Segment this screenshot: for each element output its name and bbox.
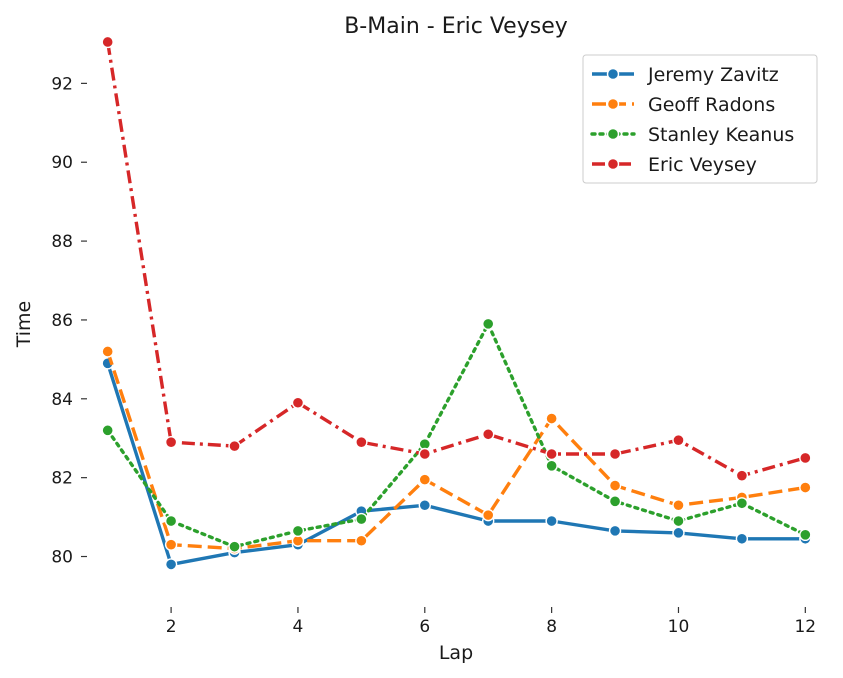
data-point bbox=[164, 435, 178, 449]
data-point bbox=[608, 524, 622, 538]
legend-label: Jeremy Zavitz bbox=[647, 64, 779, 86]
data-point bbox=[164, 514, 178, 528]
data-point bbox=[608, 495, 622, 508]
y-tick-label: 86 bbox=[51, 311, 73, 331]
data-point bbox=[228, 439, 241, 453]
data-point bbox=[799, 481, 812, 494]
data-point bbox=[418, 447, 431, 461]
data-point bbox=[545, 514, 558, 528]
data-point bbox=[291, 396, 305, 409]
data-point bbox=[735, 497, 749, 510]
legend-item: Geoff Radons bbox=[592, 94, 775, 116]
data-point bbox=[355, 534, 368, 547]
legend-swatch-marker bbox=[606, 67, 620, 81]
y-tick-label: 82 bbox=[51, 469, 73, 489]
x-tick-label: 2 bbox=[166, 617, 177, 637]
x-tick-label: 4 bbox=[293, 617, 304, 637]
y-tick-label: 88 bbox=[51, 232, 73, 252]
data-point bbox=[355, 435, 368, 449]
data-point bbox=[799, 451, 812, 465]
data-point bbox=[799, 528, 812, 542]
x-tick-label: 10 bbox=[668, 617, 690, 637]
data-point bbox=[735, 469, 749, 482]
legend-item: Stanley Keanus bbox=[590, 124, 794, 146]
series-line bbox=[106, 362, 806, 567]
data-point bbox=[482, 508, 495, 522]
data-point bbox=[672, 499, 685, 512]
data-point bbox=[164, 538, 178, 551]
data-point bbox=[608, 447, 622, 461]
data-point bbox=[545, 412, 558, 425]
series-line bbox=[105, 322, 807, 549]
data-point bbox=[228, 540, 241, 553]
data-point bbox=[291, 524, 305, 538]
data-point bbox=[418, 473, 431, 486]
x-axis-label: Lap bbox=[439, 642, 473, 664]
data-point bbox=[482, 317, 495, 331]
legend-label: Stanley Keanus bbox=[648, 124, 794, 146]
data-point bbox=[482, 428, 495, 441]
data-point bbox=[101, 345, 114, 358]
y-tick-label: 92 bbox=[51, 74, 73, 94]
legend-frame bbox=[582, 54, 818, 184]
data-point bbox=[735, 532, 749, 545]
data-point bbox=[355, 512, 368, 526]
legend-swatch-marker bbox=[606, 97, 620, 111]
legend: Jeremy Zavitz Geoff Radons Stanley Keanus E… bbox=[582, 54, 818, 184]
y-axis-label: Time bbox=[13, 301, 35, 349]
data-point bbox=[672, 514, 685, 528]
legend-item: Jeremy Zavitz bbox=[592, 64, 779, 86]
x-tick-label: 6 bbox=[419, 617, 430, 637]
x-tick-label: 8 bbox=[546, 617, 557, 637]
plot-area bbox=[101, 35, 812, 571]
x-tick-label: 12 bbox=[794, 617, 816, 637]
data-point bbox=[545, 459, 558, 473]
series-geoff-radons bbox=[101, 345, 812, 555]
data-point bbox=[608, 479, 622, 492]
y-tick-label: 80 bbox=[51, 548, 73, 568]
series-eric-veysey bbox=[101, 35, 812, 482]
data-point bbox=[545, 447, 558, 461]
legend-swatch-marker bbox=[606, 127, 620, 141]
data-point bbox=[164, 558, 178, 571]
data-point bbox=[672, 526, 685, 540]
legend-swatch-marker bbox=[606, 157, 620, 171]
y-tick-label: 84 bbox=[51, 390, 73, 410]
data-point bbox=[101, 35, 114, 49]
legend-label: Eric Veysey bbox=[648, 154, 757, 176]
series-stanley-keanus bbox=[101, 317, 812, 553]
chart-title: B-Main - Eric Veysey bbox=[344, 14, 568, 39]
series-line bbox=[106, 350, 806, 551]
y-axis: 80 82 84 86 88 90 92 bbox=[51, 74, 87, 568]
series-jeremy-zavitz bbox=[101, 357, 812, 571]
y-tick-label: 90 bbox=[51, 153, 73, 173]
legend-label: Geoff Radons bbox=[648, 94, 775, 116]
data-point bbox=[672, 434, 685, 447]
data-point bbox=[418, 499, 431, 512]
legend-item: Eric Veysey bbox=[592, 154, 757, 176]
data-point bbox=[101, 424, 114, 437]
x-axis: 2 4 6 8 10 12 bbox=[166, 607, 816, 637]
